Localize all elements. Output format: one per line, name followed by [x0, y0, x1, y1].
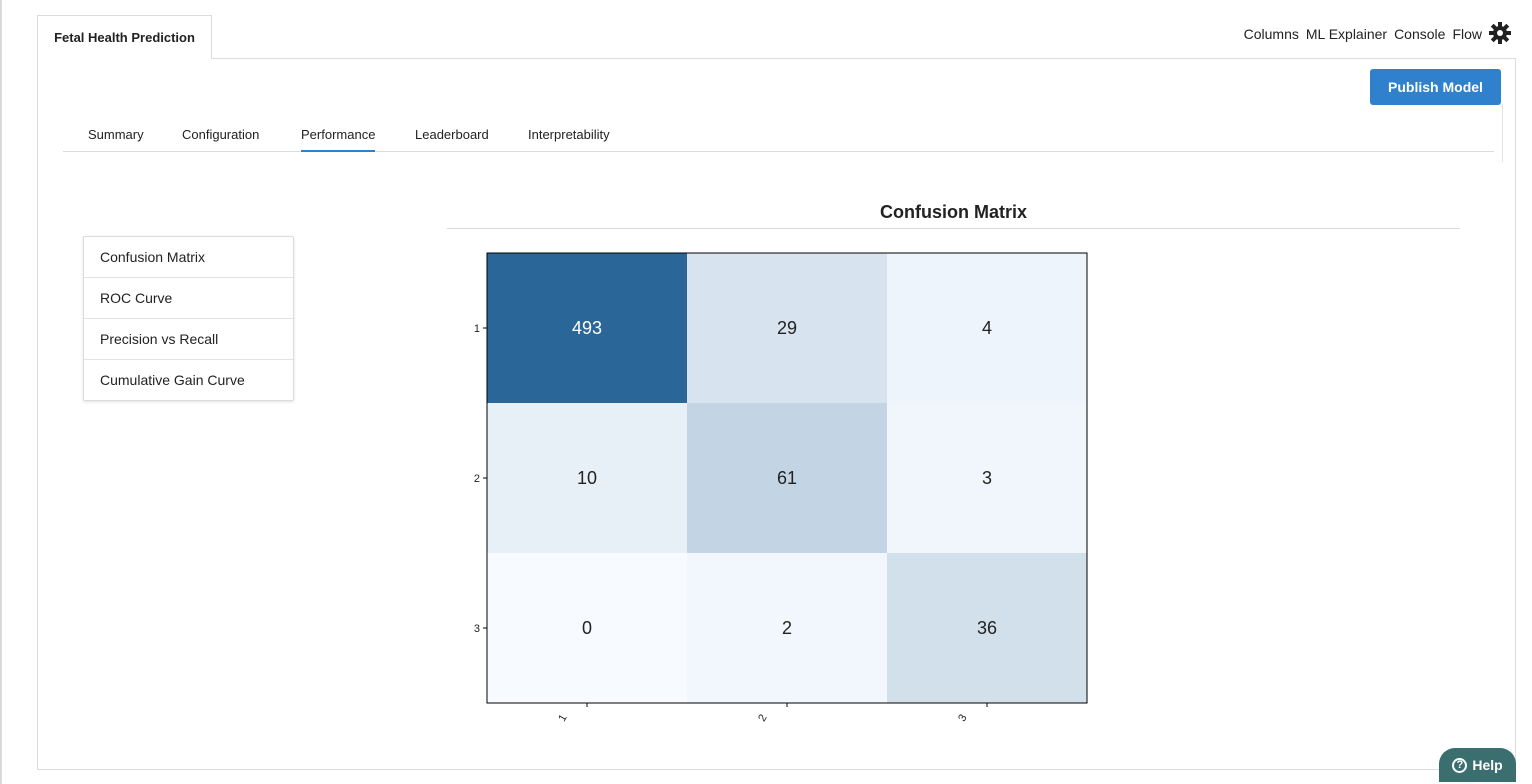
matrix-cell [687, 553, 887, 703]
x-tick-label: 1 [556, 713, 569, 724]
cell-value-label: 4 [982, 318, 992, 338]
tab-fetal-health-prediction[interactable]: Fetal Health Prediction [37, 15, 212, 59]
flow-link[interactable]: Flow [1452, 26, 1482, 42]
matrix-cell [687, 253, 887, 403]
help-label: Help [1472, 757, 1503, 773]
ml-explainer-link[interactable]: ML Explainer [1305, 26, 1388, 42]
help-icon: ? [1452, 757, 1468, 773]
matrix-cell [887, 253, 1087, 403]
cell-value-label: 36 [977, 618, 997, 638]
console-link[interactable]: Console [1394, 26, 1446, 42]
cell-value-label: 10 [577, 468, 597, 488]
menu-item-precision-vs-recall[interactable]: Precision vs Recall [84, 319, 293, 360]
confusion-matrix-chart: 493 29 4 10 61 3 0 2 36 1 2 3 1 2 3 [474, 252, 1088, 724]
matrix-cell [487, 253, 687, 403]
matrix-cell [887, 403, 1087, 553]
y-tick-label: 3 [474, 623, 480, 635]
left-rail [0, 0, 2, 784]
matrix-cell [687, 403, 887, 553]
cell-value-label: 0 [582, 618, 592, 638]
publish-model-button[interactable]: Publish Model [1370, 69, 1501, 105]
subtab-bar: Summary Configuration Performance Leader… [63, 127, 1494, 152]
matrix-cell [487, 403, 687, 553]
cell-value-label: 61 [777, 468, 797, 488]
tab-leaderboard[interactable]: Leaderboard [415, 127, 489, 142]
y-tick-label: 2 [474, 473, 480, 485]
x-tick-label: 2 [756, 713, 769, 724]
columns-link[interactable]: Columns [1243, 26, 1299, 42]
matrix-cell [887, 553, 1087, 703]
top-nav: Columns ML Explainer Console Flow [1244, 26, 1482, 42]
tab-configuration[interactable]: Configuration [182, 127, 260, 142]
gear-icon[interactable] [1488, 21, 1512, 45]
y-tick-label: 1 [474, 323, 480, 335]
chart-title: Confusion Matrix [880, 202, 1027, 222]
tab-summary[interactable]: Summary [88, 127, 144, 142]
menu-item-roc-curve[interactable]: ROC Curve [84, 278, 293, 319]
cell-value-label: 493 [572, 318, 602, 338]
menu-item-cumulative-gain-curve[interactable]: Cumulative Gain Curve [100, 372, 245, 388]
tab-performance[interactable]: Performance [301, 127, 376, 152]
tab-interpretability[interactable]: Interpretability [528, 127, 610, 142]
matrix-cell [487, 553, 687, 703]
cell-value-label: 2 [782, 618, 792, 638]
menu-item-confusion-matrix[interactable]: Confusion Matrix [84, 237, 293, 278]
cell-value-label: 29 [777, 318, 797, 338]
panel-divider [1502, 104, 1503, 162]
cell-value-label: 3 [982, 468, 992, 488]
x-tick-label: 3 [956, 713, 969, 724]
chart-divider [447, 228, 1460, 229]
performance-menu: Confusion Matrix ROC Curve Precision vs … [83, 236, 294, 401]
help-button[interactable]: ? Help [1439, 748, 1516, 782]
